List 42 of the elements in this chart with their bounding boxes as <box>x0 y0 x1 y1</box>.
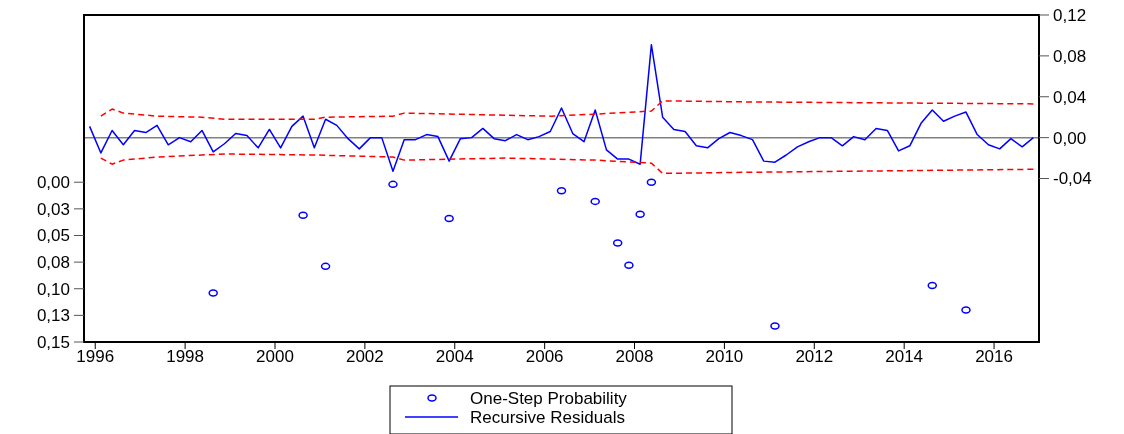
point <box>770 322 780 330</box>
x-tick-label: 1996 <box>76 347 115 366</box>
y-tick-label: 0,00 <box>36 173 70 193</box>
x-tick-label: 2002 <box>345 347 384 366</box>
x-tick-label: 2004 <box>435 347 474 366</box>
x-tick-label: 2014 <box>885 347 924 366</box>
x-tick-label: 2008 <box>615 347 654 366</box>
y2-tick-label: 0,00 <box>1053 128 1087 148</box>
point <box>646 178 657 186</box>
line-series <box>88 43 1035 173</box>
legend-label: One-Step Probability <box>470 388 628 408</box>
x-tick-label: 2010 <box>705 347 744 366</box>
y2-tick-label: 0,12 <box>1053 5 1087 25</box>
x-tick-label: 2000 <box>256 347 294 366</box>
y2-tick-label: 0,08 <box>1053 46 1087 66</box>
point <box>298 211 308 219</box>
y-tick-label: 0,10 <box>36 279 70 299</box>
point <box>961 306 971 314</box>
point <box>590 197 600 206</box>
y2-tick-label: 0,04 <box>1053 87 1087 107</box>
point <box>320 262 331 271</box>
x-tick-label: 2006 <box>525 347 564 366</box>
y-tick-label: 0,08 <box>36 253 70 273</box>
point <box>388 180 398 189</box>
point <box>444 214 454 223</box>
point <box>624 261 634 270</box>
point <box>612 239 623 247</box>
y-tick-label: 0,13 <box>36 306 70 326</box>
line-series <box>100 153 1035 175</box>
line-series <box>100 100 1035 120</box>
x-tick-label: 2012 <box>795 347 834 366</box>
point <box>208 289 218 297</box>
y-tick-label: 0,15 <box>36 332 70 352</box>
point <box>556 187 567 195</box>
y2-tick-label: -0,04 <box>1053 169 1092 189</box>
y-tick-label: 0,05 <box>36 226 70 246</box>
point <box>635 210 645 218</box>
x-tick-label: 1998 <box>166 347 205 366</box>
x-tick-label: 2016 <box>975 347 1013 366</box>
legend-label: Recursive Residuals <box>470 407 625 427</box>
y-tick-label: 0,03 <box>36 199 70 219</box>
point <box>927 281 938 290</box>
